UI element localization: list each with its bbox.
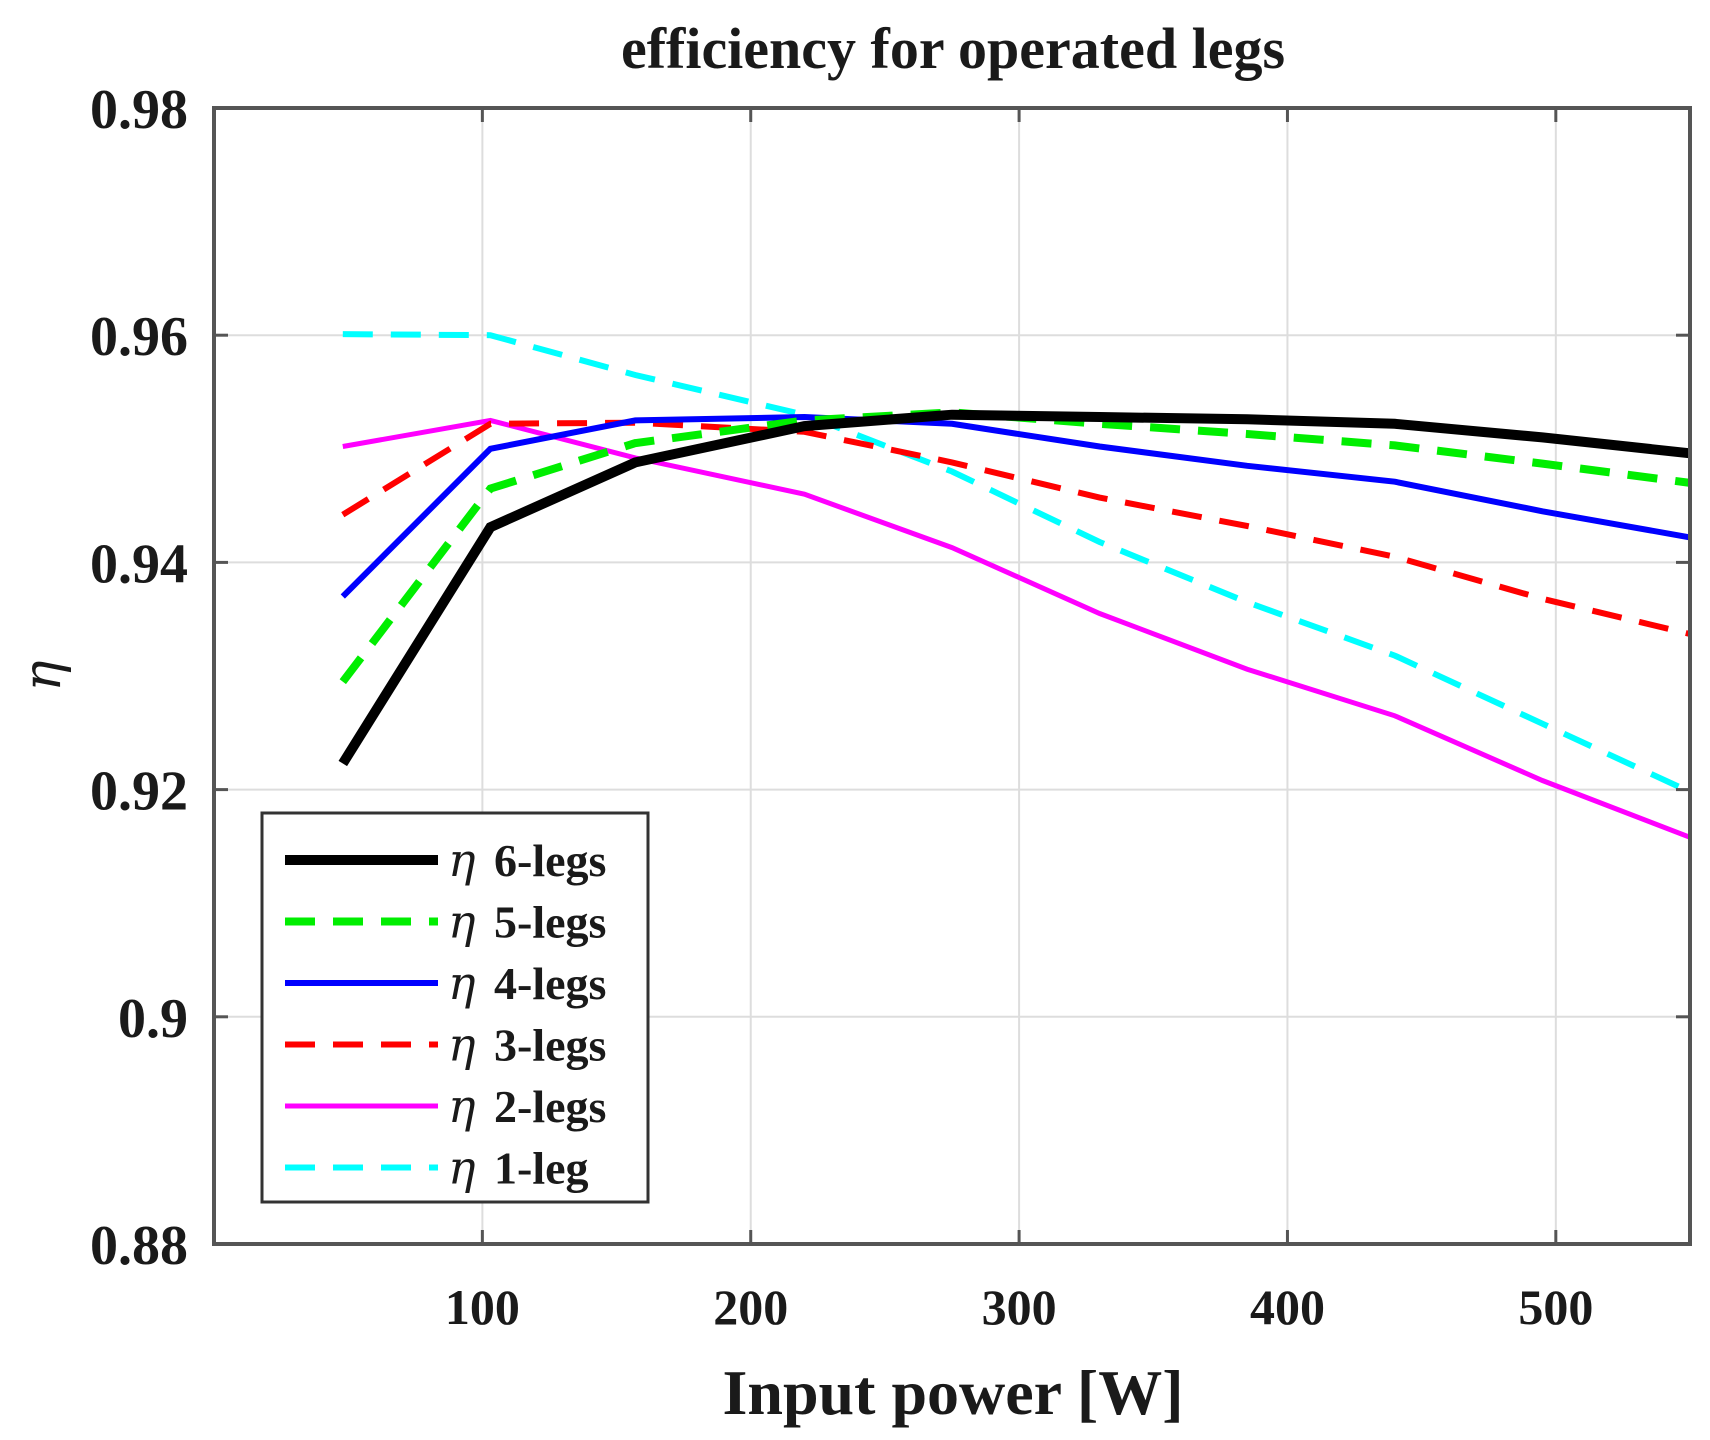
series-lines	[338, 331, 1692, 840]
series-line-2-legs	[342, 417, 1691, 840]
legend-eta-symbol: η	[448, 1018, 476, 1072]
x-tick-label: 500	[1518, 1279, 1593, 1335]
x-tick-label: 400	[1250, 1279, 1325, 1335]
series-line-3-legs	[341, 419, 1691, 637]
chart-title: efficiency for operated legs	[621, 16, 1285, 81]
x-tick-label: 300	[982, 1279, 1057, 1335]
series-line-4-legs	[340, 413, 1691, 599]
y-tick-label: 0.98	[90, 79, 188, 141]
legend-eta-symbol: η	[448, 1079, 476, 1133]
legend-eta-symbol: η	[448, 833, 476, 887]
y-axis-label: η	[13, 660, 73, 691]
legend: η 6-legs η 5-legs η 4-legs η 3-legs η 2-legs η 1-le…	[260, 811, 650, 1204]
legend-label: 1-leg	[494, 1143, 589, 1194]
y-tick-label: 0.96	[90, 306, 188, 368]
x-tick-labels: 100 200 300 400 500	[445, 1279, 1593, 1335]
plot-frame	[212, 106, 1692, 1246]
legend-label: 5-legs	[494, 897, 606, 948]
x-axis-label: Input power [W]	[722, 1357, 1183, 1428]
tick-marks	[214, 106, 1690, 1246]
legend-label: 6-legs	[494, 835, 606, 886]
legend-label: 4-legs	[494, 958, 606, 1009]
y-tick-label: 0.92	[90, 761, 188, 823]
y-tick-labels: 0.88 0.9 0.92 0.94 0.96 0.98	[90, 79, 188, 1277]
y-tick-label: 0.88	[90, 1215, 188, 1277]
x-tick-label: 200	[713, 1279, 788, 1335]
legend-entries: η 6-legs η 5-legs η 4-legs η 3-legs η 2-legs η 1-le…	[285, 833, 606, 1195]
legend-box	[260, 811, 650, 1204]
legend-eta-symbol: η	[448, 895, 476, 949]
x-tick-label: 100	[445, 1279, 520, 1335]
y-tick-label: 0.94	[90, 533, 188, 595]
legend-label: 3-legs	[494, 1020, 606, 1071]
legend-eta-symbol: η	[448, 956, 476, 1010]
series-line-6-legs	[338, 409, 1691, 767]
legend-label: 2-legs	[494, 1081, 606, 1132]
legend-eta-symbol: η	[448, 1141, 476, 1195]
y-tick-label: 0.9	[118, 988, 188, 1050]
